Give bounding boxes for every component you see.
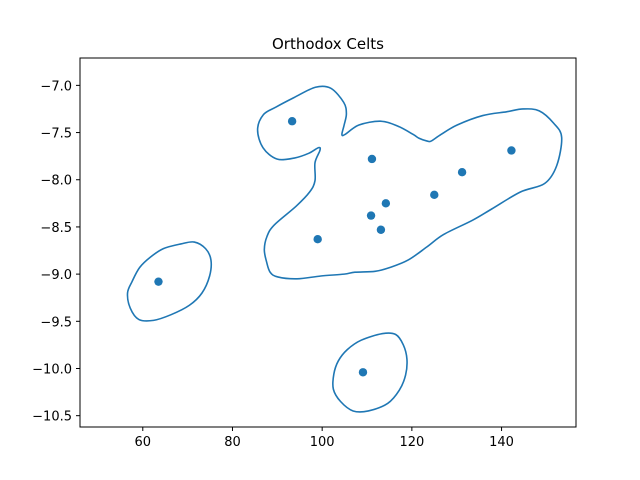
y-tick-label: −10.0: [32, 362, 72, 377]
y-tick-label: −9.5: [40, 315, 72, 330]
x-tick-label: 60: [135, 435, 152, 450]
scatter-point: [367, 154, 377, 164]
y-tick-label: −7.0: [40, 79, 72, 94]
x-tick-label: 120: [399, 435, 424, 450]
scatter-point: [313, 234, 322, 244]
scatter-point: [376, 225, 386, 234]
contour-line: [332, 332, 408, 413]
scatter-point: [457, 167, 467, 177]
chart-title: Orthodox Celts: [272, 35, 384, 53]
contour-line: [126, 241, 213, 322]
data-points: [154, 117, 516, 377]
scatter-point: [358, 368, 368, 377]
y-tick-label: −10.5: [32, 410, 72, 425]
x-tick-label: 80: [224, 435, 241, 450]
contour-lines: [126, 85, 563, 413]
scatter-point: [366, 211, 376, 220]
y-tick-label: −8.5: [40, 221, 72, 236]
scatter-point: [287, 117, 297, 126]
y-tick-label: −9.0: [40, 268, 72, 283]
x-tick-label: 100: [310, 435, 335, 450]
contour-line: [256, 85, 563, 280]
scatter-point: [381, 199, 391, 208]
y-tick-label: −8.0: [40, 174, 72, 189]
x-tick-label: 140: [489, 435, 514, 450]
x-axis: 60 80 100 120 140: [135, 427, 514, 450]
scatter-point: [430, 190, 439, 200]
scatter-point: [507, 146, 516, 155]
plot-frame: [79, 57, 577, 428]
y-axis: −7.0 −7.5 −8.0 −8.5 −9.0 −9.5 −10.0 −10.5: [32, 79, 80, 425]
scatter-point: [154, 277, 163, 286]
y-tick-label: −7.5: [40, 127, 72, 142]
